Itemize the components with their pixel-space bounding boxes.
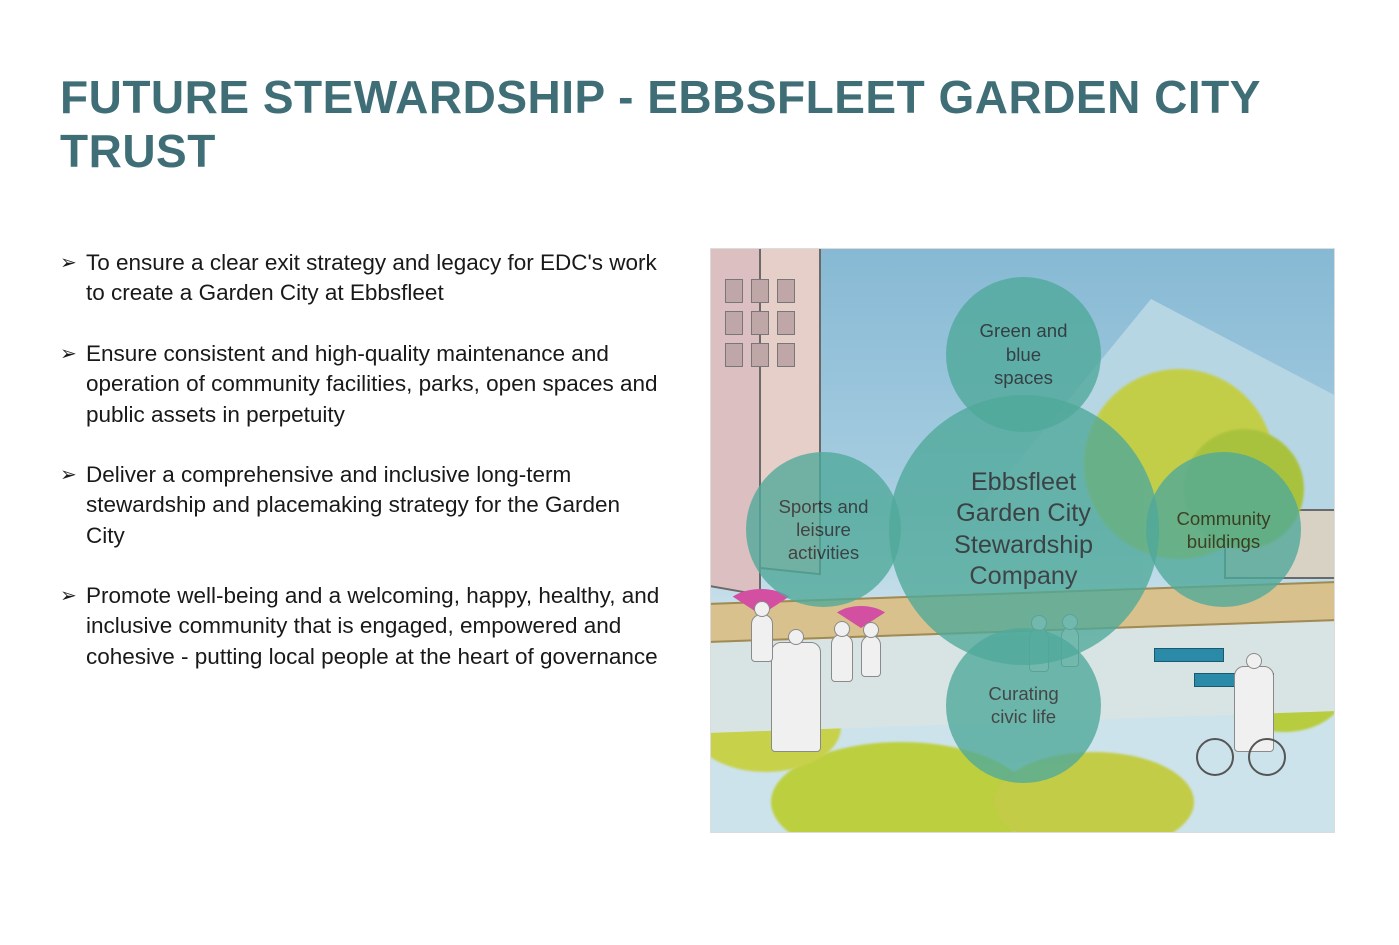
bullet-item: ➢ To ensure a clear exit strategy and le… [60,248,660,309]
bullet-text: Promote well-being and a welcoming, happ… [86,581,660,672]
bench [1154,648,1224,662]
stewardship-diagram: Ebbsfleet Garden City Stewardship Compan… [710,248,1335,833]
bullet-item: ➢ Ensure consistent and high-quality mai… [60,339,660,430]
bullet-text: Deliver a comprehensive and inclusive lo… [86,460,660,551]
bullet-marker-icon: ➢ [60,581,86,611]
window-row [725,279,795,367]
person [751,614,773,662]
person [861,635,881,677]
bike-wheel-icon [1196,738,1234,776]
person [831,634,853,682]
person [771,642,821,752]
diagram-outer-circle-top: Green and blue spaces [946,277,1101,432]
bullet-item: ➢ Promote well-being and a welcoming, ha… [60,581,660,672]
diagram-outer-circle-left: Sports and leisure activities [746,452,901,607]
content-row: ➢ To ensure a clear exit strategy and le… [60,248,1339,833]
bullet-list: ➢ To ensure a clear exit strategy and le… [60,248,660,672]
slide-title: FUTURE STEWARDSHIP - EBBSFLEET GARDEN CI… [60,70,1339,178]
bullet-text: To ensure a clear exit strategy and lega… [86,248,660,309]
diagram-outer-circle-right: Community buildings [1146,452,1301,607]
diagram-center-circle: Ebbsfleet Garden City Stewardship Compan… [889,395,1159,665]
bullet-item: ➢ Deliver a comprehensive and inclusive … [60,460,660,551]
bullet-marker-icon: ➢ [60,248,86,278]
bike-wheel-icon [1248,738,1286,776]
bullet-marker-icon: ➢ [60,339,86,369]
bullet-text: Ensure consistent and high-quality maint… [86,339,660,430]
bullet-marker-icon: ➢ [60,460,86,490]
diagram-outer-circle-bottom: Curating civic life [946,628,1101,783]
bullets-column: ➢ To ensure a clear exit strategy and le… [60,248,660,702]
